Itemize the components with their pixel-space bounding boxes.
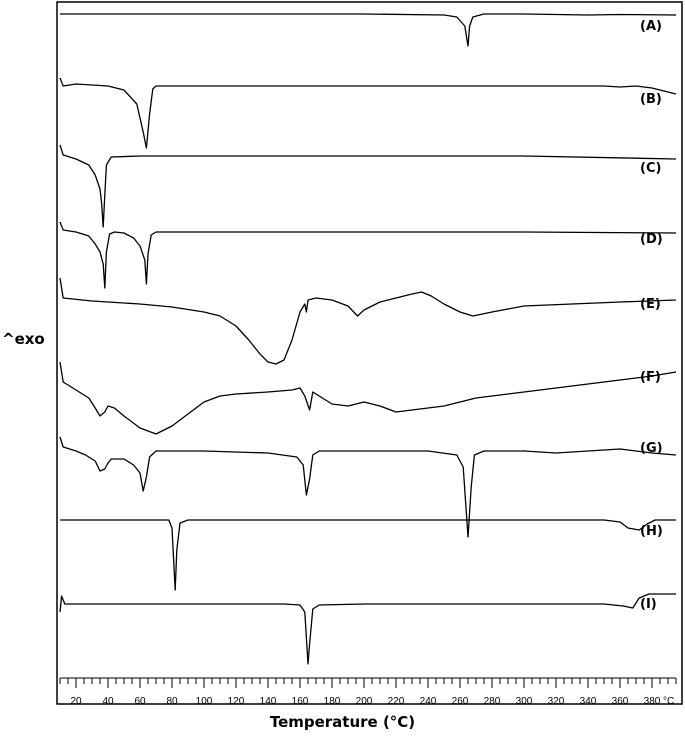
dsc-curves — [59, 13, 677, 665]
x-tick-label: 280 — [484, 696, 501, 707]
x-tick-label: 220 — [388, 696, 405, 707]
curve-label-i: (I) — [640, 597, 657, 612]
x-tick-label: 340 — [580, 696, 597, 707]
x-tick-label: 260 — [452, 696, 469, 707]
x-tick-label: 40 — [102, 696, 114, 707]
curve-label-g: (G) — [640, 441, 663, 456]
x-tick-label: 200 — [356, 696, 373, 707]
x-tick-label: 180 — [324, 696, 341, 707]
dsc-curve-c — [59, 144, 677, 228]
x-axis-unit-label: °C — [663, 696, 674, 707]
x-tick-label: 360 — [612, 696, 629, 707]
curve-label-f: (F) — [640, 370, 661, 385]
dsc-curve-f — [59, 361, 677, 435]
x-tick-label: 20 — [70, 696, 82, 707]
x-tick-label: 140 — [260, 696, 277, 707]
x-tick-label: 380 — [644, 696, 661, 707]
curve-label-b: (B) — [640, 92, 662, 107]
x-axis-ticks: 20 40 60 80 100 120 140 160 180 200 220 240 260 280 30… — [59, 678, 677, 707]
plot-frame — [56, 1, 683, 705]
curve-label-h: (H) — [640, 524, 663, 539]
dsc-curve-e — [59, 277, 677, 365]
x-tick-label: 80 — [166, 696, 178, 707]
x-axis-label: Temperature (°C) — [269, 713, 416, 731]
x-tick-label: 120 — [228, 696, 245, 707]
dsc-curve-g — [59, 436, 677, 538]
dsc-curve-d — [59, 221, 677, 289]
dsc-curve-i — [59, 593, 676, 665]
dsc-curve-h — [60, 519, 676, 591]
dsc-curve-b — [59, 77, 677, 149]
x-tick-label: 320 — [548, 696, 565, 707]
x-tick-label: 300 — [516, 696, 533, 707]
curve-label-e: (E) — [640, 297, 661, 312]
curve-label-a: (A) — [640, 19, 662, 34]
y-axis-label: ^exo — [2, 330, 45, 348]
curve-label-d: (D) — [640, 232, 663, 247]
x-tick-label: 160 — [292, 696, 309, 707]
curve-labels: (A) (B) (C) (D) (E) (F) (G) (H) (I) — [640, 19, 663, 612]
curve-label-c: (C) — [640, 161, 661, 176]
x-tick-label: 100 — [196, 696, 213, 707]
dsc-curve-a — [60, 13, 677, 47]
x-tick-label: 240 — [420, 696, 437, 707]
x-tick-label: 60 — [134, 696, 146, 707]
